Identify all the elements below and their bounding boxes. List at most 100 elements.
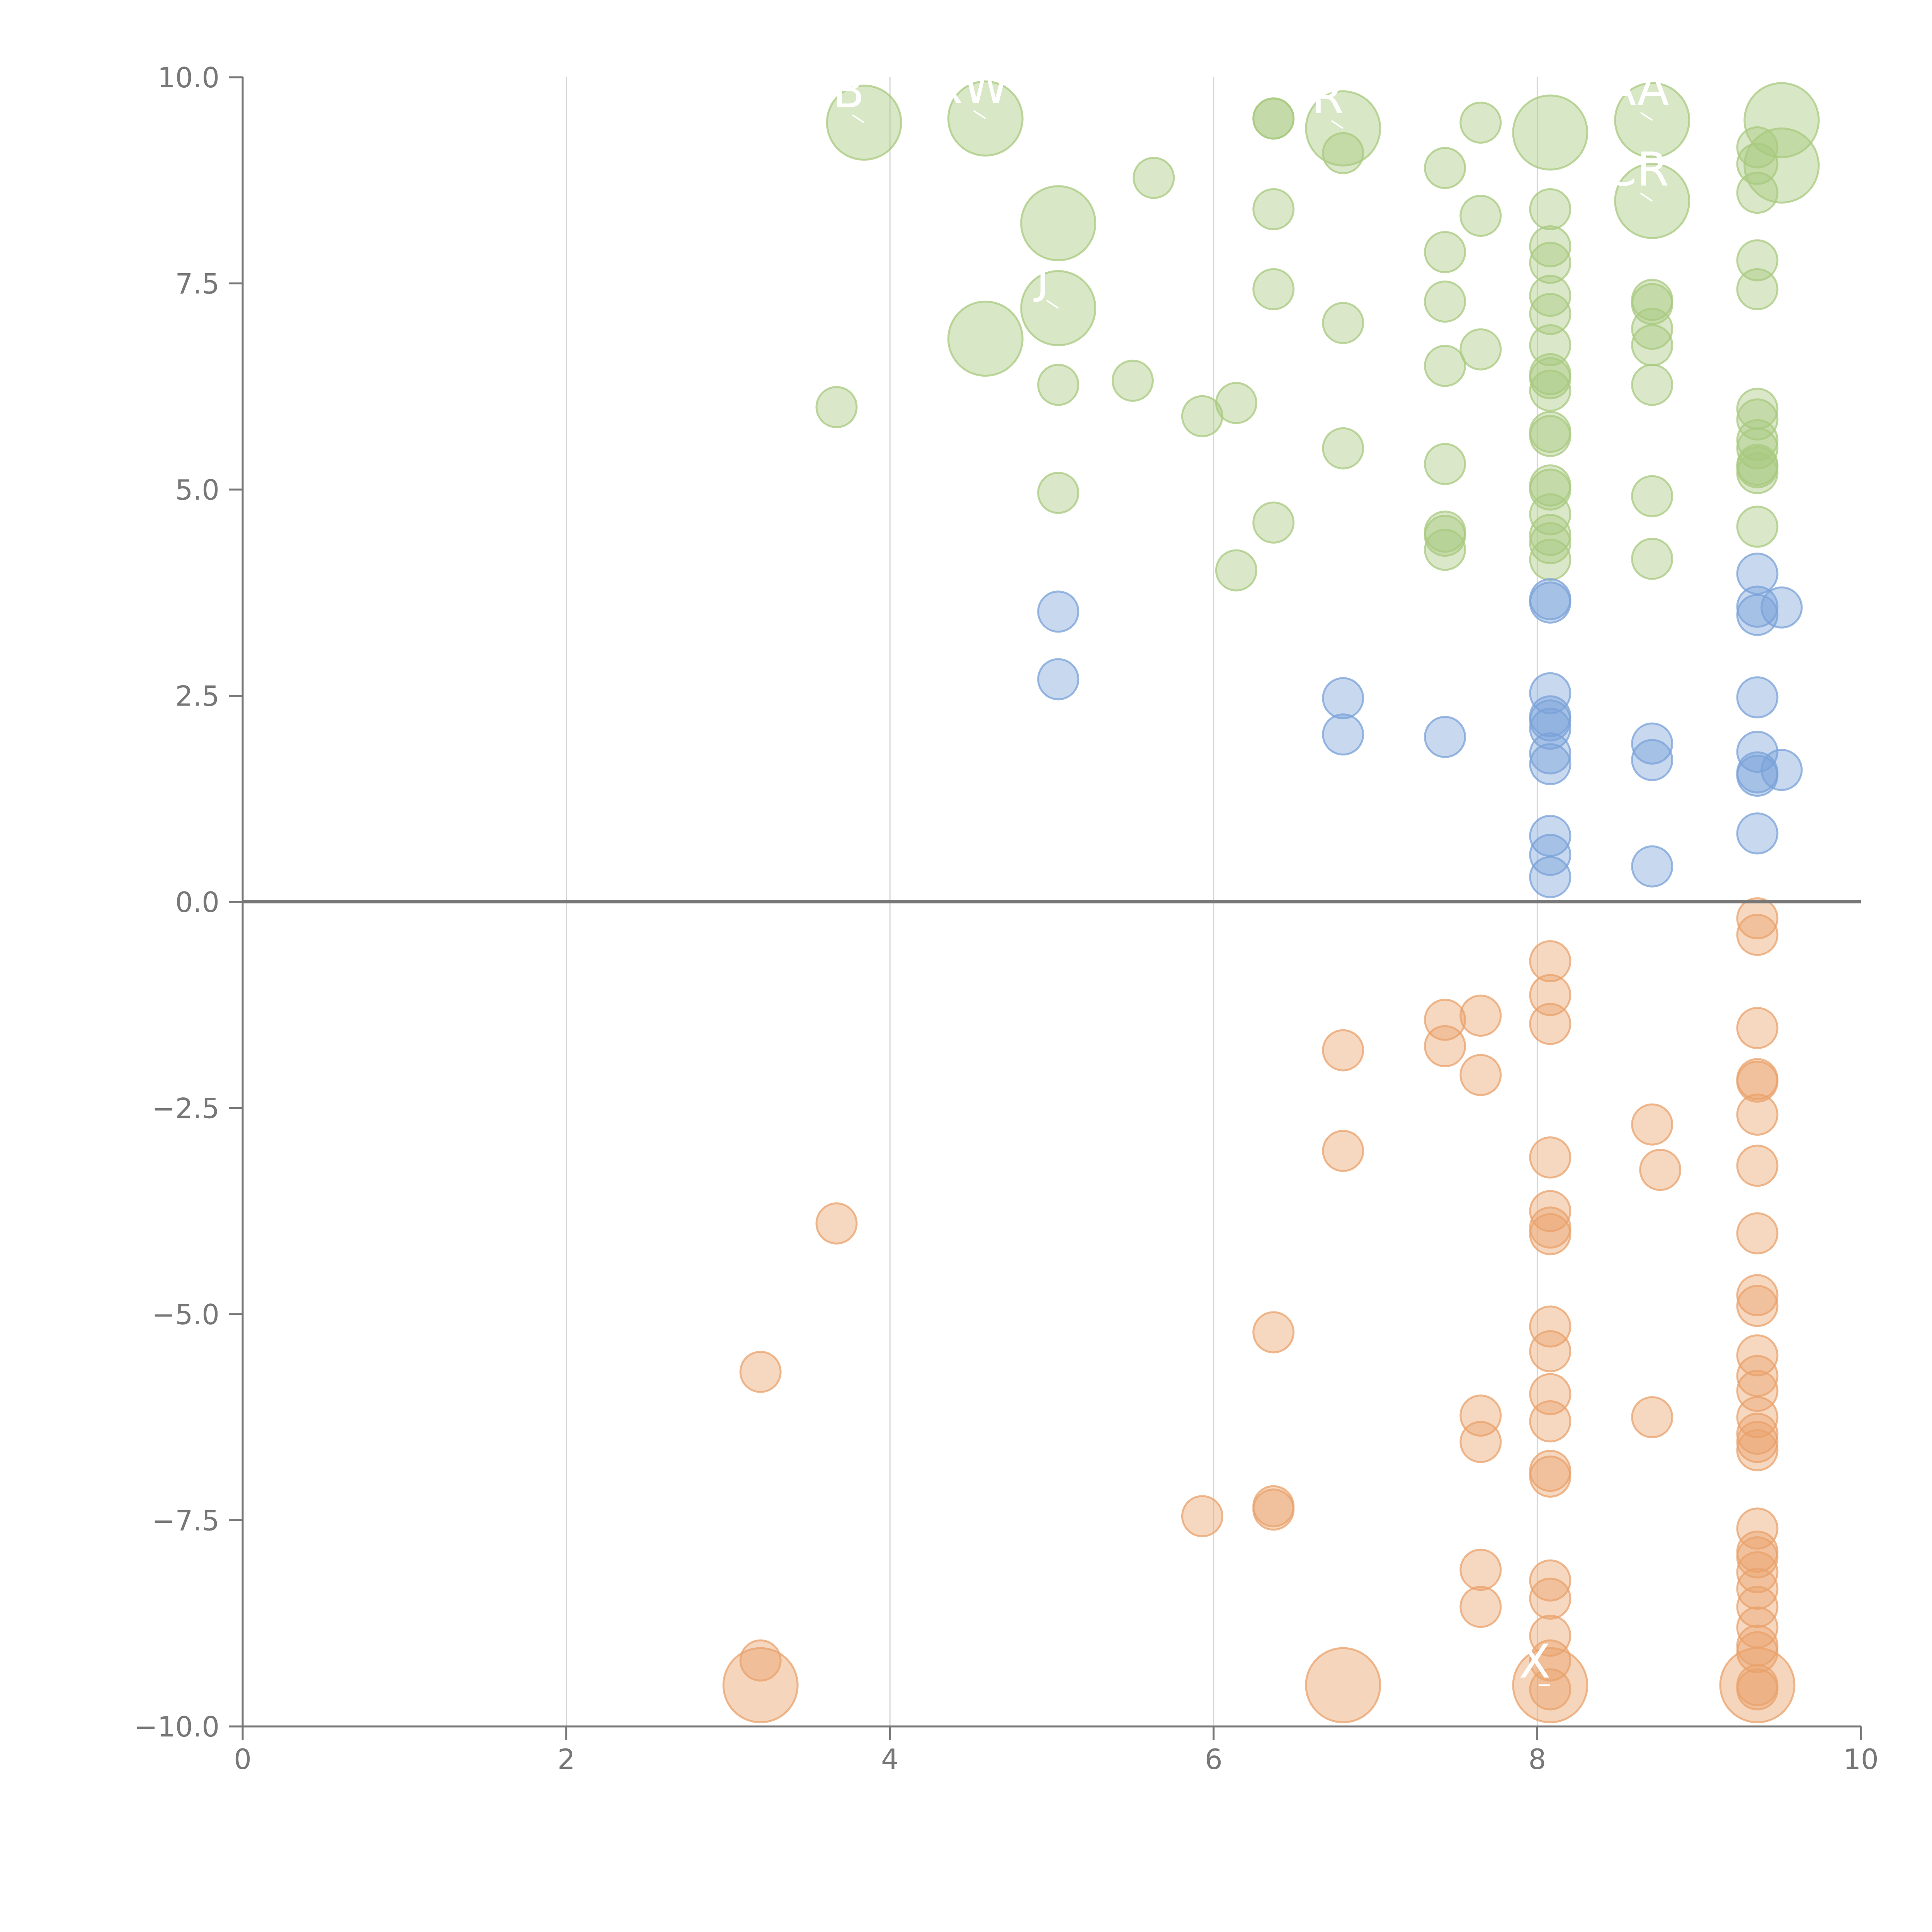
data-point-negative [1529,1136,1571,1179]
data-point-high [1631,283,1673,325]
data-point-high [1037,364,1080,406]
data-point-negative [739,1350,782,1393]
data-point-high [1424,529,1466,571]
y-tick-label: −10.0 [134,1711,219,1743]
data-point-high [1424,231,1466,273]
data-point-high [1529,522,1571,565]
data-point-high [815,386,858,429]
data-point-low [1424,716,1466,758]
data-point-low [1037,658,1080,701]
highlight-point [1719,1647,1796,1723]
data-point-high [1736,505,1779,548]
data-point-high [1631,308,1673,350]
data-point-low [1529,732,1571,775]
data-point-negative [1736,1094,1779,1136]
data-point-negative [1529,1400,1571,1442]
data-point-low [1760,749,1803,791]
data-point-negative [1459,994,1502,1037]
data-point-negative [1736,1274,1779,1316]
x-tick-label: 8 [1528,1743,1546,1776]
highlight-label: J [1033,250,1049,304]
y-tick-label: 2.5 [175,680,219,713]
data-point-negative [1736,1060,1779,1103]
data-point-negative [1736,1007,1779,1049]
data-point-high [1424,515,1466,557]
data-point-high [1322,302,1364,344]
data-point-high [1529,293,1571,335]
highlight-label: X [1519,1635,1551,1689]
data-point-low [1529,581,1571,624]
data-point-negative [1459,1549,1502,1591]
label-leader-line [1640,112,1653,121]
data-point-negative [1736,1355,1779,1397]
data-point-negative [1529,1668,1571,1711]
data-point-negative [1736,1145,1779,1187]
data-point-negative [1529,940,1571,983]
data-point-high [1459,328,1502,371]
highlight-label: B [833,65,864,118]
x-tick-label: 4 [881,1743,899,1776]
data-point-negative [1631,1396,1673,1439]
label-leader-line [1640,192,1653,202]
data-point-high [1529,369,1571,412]
y-tick-label: 7.5 [175,268,219,300]
data-point-low [1322,677,1364,719]
highlight-label: CR [1604,143,1669,197]
data-point-low [1529,743,1571,786]
data-point-negative [1424,1025,1466,1067]
data-point-high [1322,427,1364,469]
highlight-point [947,300,1024,377]
data-point-high [1424,443,1466,485]
y-tick-label: −2.5 [152,1092,219,1125]
data-point-negative [1631,1103,1673,1146]
label-leader-line [1046,299,1059,309]
data-point-high [1424,147,1466,189]
data-point-high [1111,359,1154,402]
data-point-low [1760,586,1803,629]
data-point-negative [1736,897,1779,940]
highlight-labels: B XW J R AA CR X [833,61,1669,1689]
data-point-high [1529,324,1571,367]
y-tick-label: −5.0 [152,1298,219,1331]
data-point-negative [1529,1330,1571,1372]
highlight-label: AA [1604,62,1669,116]
data-point-high [1529,538,1571,581]
data-point-high [1133,156,1175,199]
y-tick-label: −7.5 [152,1505,219,1537]
data-point-high [1631,364,1673,406]
data-point-negative [1529,1455,1571,1498]
data-point-high [1529,242,1571,284]
data-point-negative [1736,1568,1779,1610]
data-point-negative [1529,1559,1571,1602]
data-point-negative [1736,1396,1779,1439]
data-point-high [1252,268,1295,310]
data-point-negative [1252,1311,1295,1354]
data-point-high [1215,549,1257,592]
data-point-high [1529,275,1571,317]
data-point-negative [1529,1003,1571,1045]
data-point-low [1631,722,1673,765]
highlight-label: XW [931,61,1009,114]
highlight-point [1512,94,1588,171]
data-point-low [1529,856,1571,898]
label-leader-line [973,110,986,119]
data-point-negative [1322,1129,1364,1172]
data-point-high [1215,382,1257,424]
data-point-negative [1736,1551,1779,1594]
y-tick-label: 0.0 [175,886,219,918]
y-tick-label: 5.0 [175,474,219,506]
data-point-negative [1736,913,1779,956]
data-point-high [1529,357,1571,400]
data-point-negative [1529,1614,1571,1657]
data-point-high [1736,239,1779,282]
data-point-negative [1736,1668,1779,1711]
highlight-point [1305,1647,1381,1723]
label-leader-line [852,114,865,124]
x-tick-label: 6 [1205,1743,1223,1776]
data-point-low [1736,812,1779,855]
data-point-negative [1181,1495,1223,1537]
data-point-negative [1736,1536,1779,1579]
highlight-point [1020,185,1097,262]
data-point-negative [1459,1421,1502,1463]
data-point-negative [1459,1054,1502,1096]
